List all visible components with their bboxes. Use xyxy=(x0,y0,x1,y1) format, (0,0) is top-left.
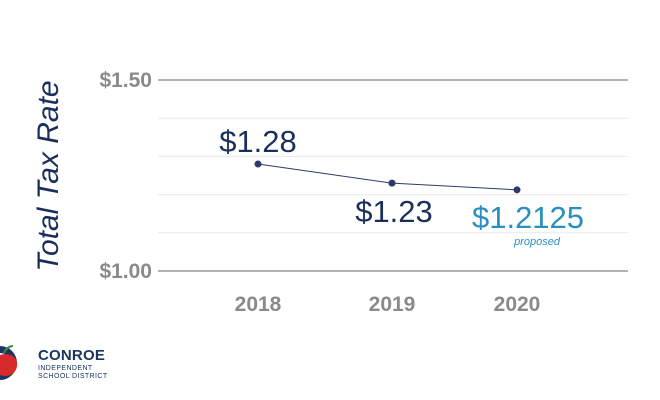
x-tick-labels: 2018 2019 2020 xyxy=(235,293,541,316)
series-line xyxy=(257,163,518,191)
data-label: $1.28 xyxy=(219,124,297,159)
data-point xyxy=(388,179,396,187)
series-line-path xyxy=(257,163,518,191)
y-axis-label: Total Tax Rate xyxy=(32,80,65,271)
apple-c-logo-icon xyxy=(0,345,18,380)
logo-subtitle-line2: SCHOOL DISTRICT xyxy=(38,373,108,380)
data-point xyxy=(254,160,262,168)
data-label-note: proposed xyxy=(513,236,561,248)
y-tick-label: $1.00 xyxy=(99,260,152,283)
x-tick-label: 2019 xyxy=(369,293,416,316)
data-label: $1.23 xyxy=(355,194,433,229)
district-logo: CONROE INDEPENDENT SCHOOL DISTRICT xyxy=(0,340,200,386)
data-label: $1.2125 xyxy=(472,200,584,235)
x-tick-label: 2018 xyxy=(235,293,282,316)
data-points xyxy=(254,160,521,194)
axis-lines xyxy=(158,79,628,272)
y-tick-label: $1.50 xyxy=(99,69,152,92)
y-tick-labels: $1.00 $1.50 xyxy=(99,69,152,283)
grid-lines xyxy=(158,117,628,234)
logo-name: CONROE xyxy=(38,347,106,364)
data-point xyxy=(513,186,521,194)
logo-subtitle-line1: INDEPENDENT xyxy=(38,365,93,372)
x-tick-label: 2020 xyxy=(494,293,541,316)
